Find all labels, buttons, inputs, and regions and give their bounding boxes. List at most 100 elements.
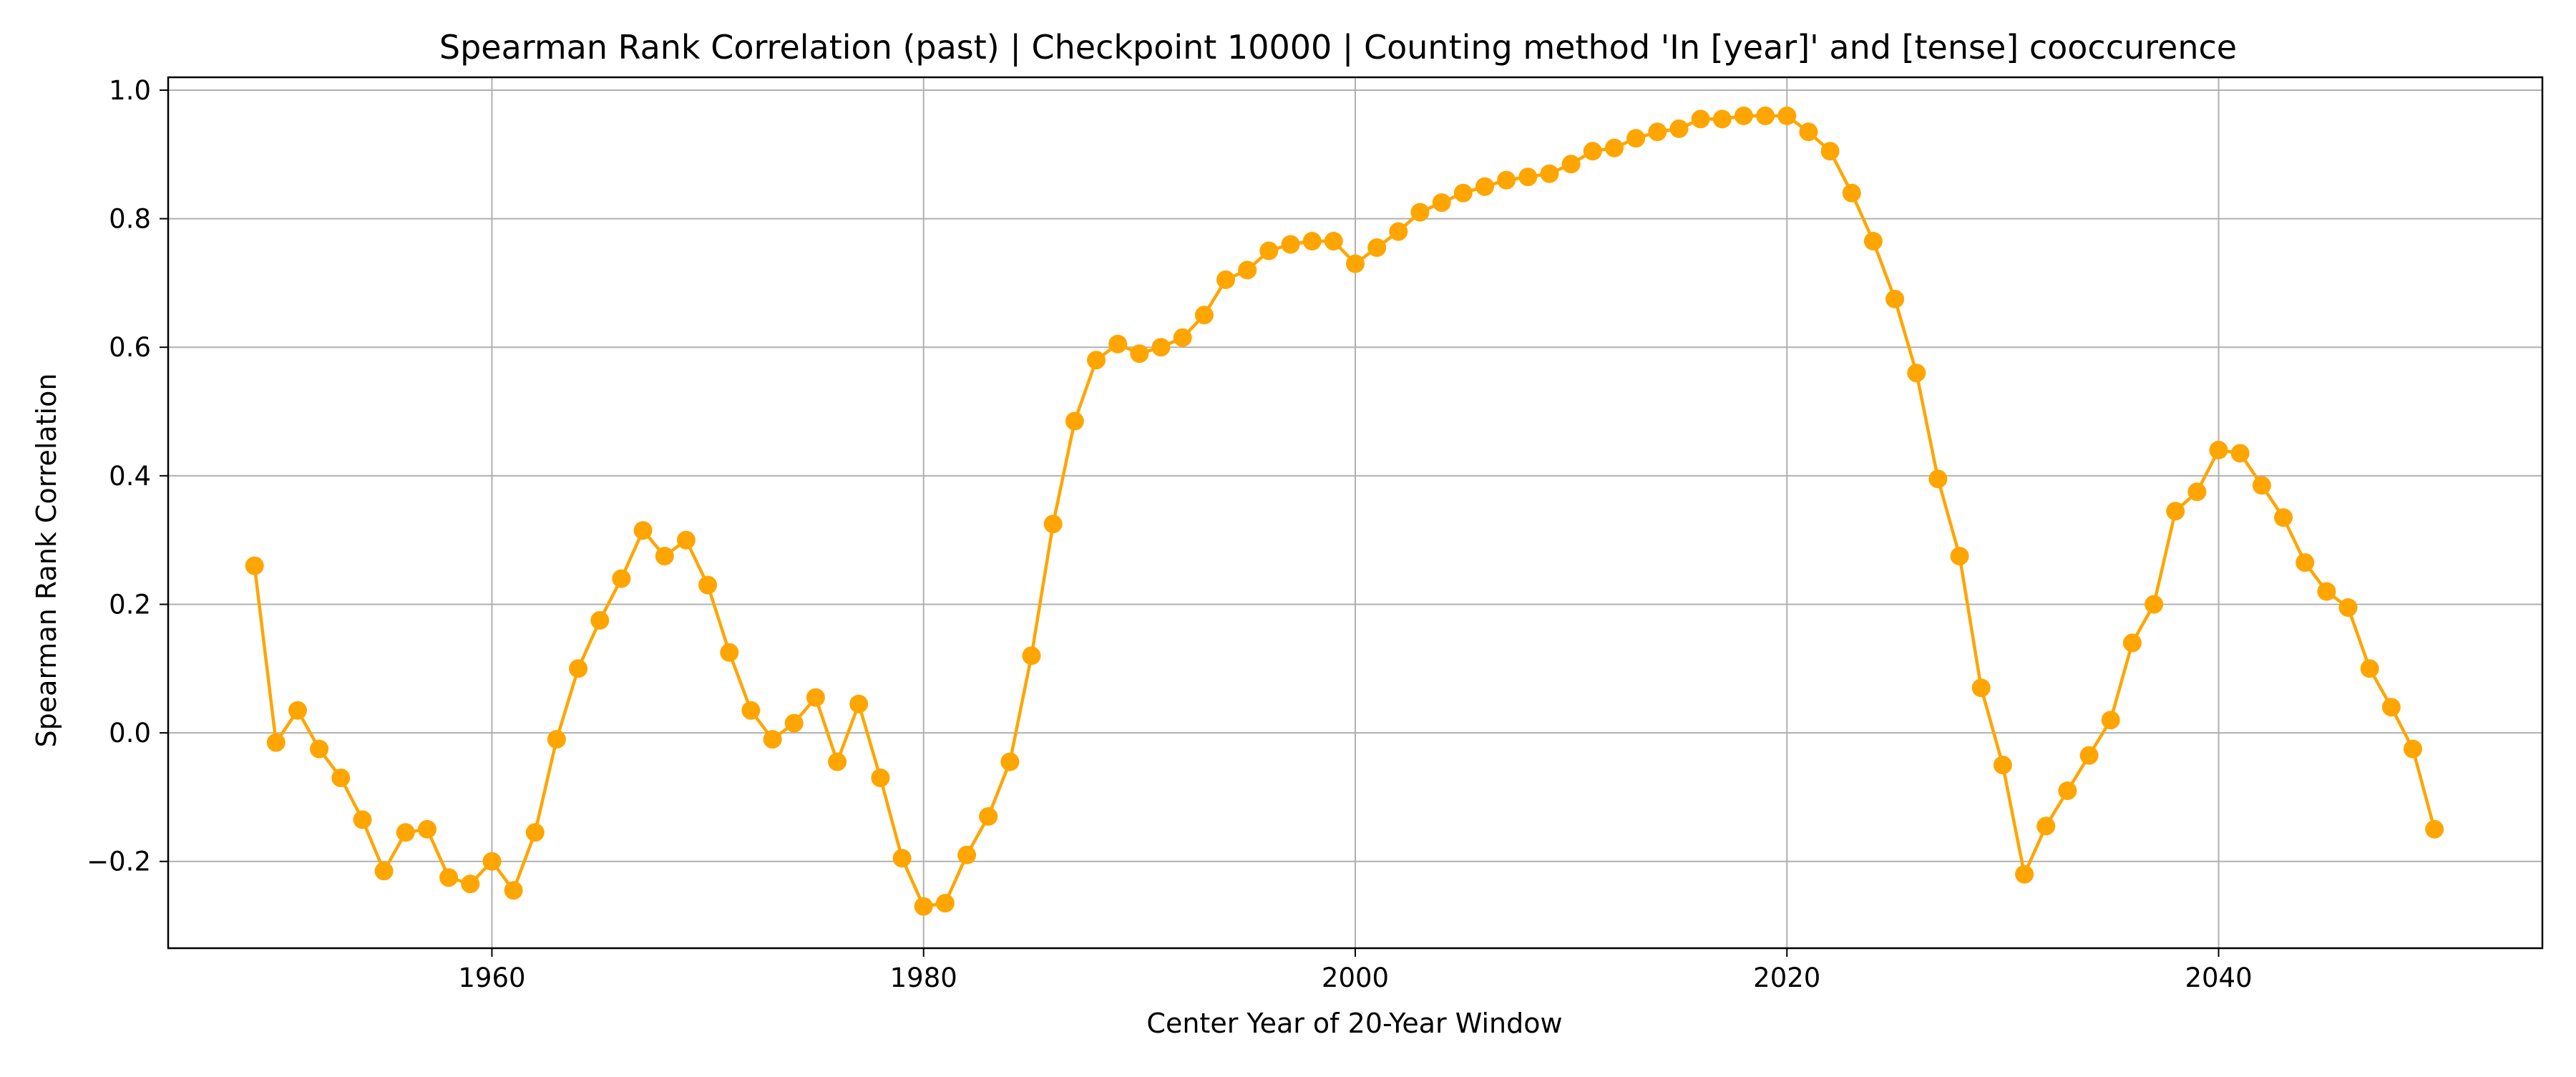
data-point (288, 701, 307, 720)
data-point (1669, 119, 1689, 138)
data-point (676, 530, 696, 550)
data-point (1626, 129, 1646, 148)
data-point (1691, 109, 1710, 129)
data-point (1173, 328, 1192, 347)
data-point (2166, 502, 2185, 521)
data-point (1907, 364, 1926, 383)
y-tick-label: 0.4 (109, 461, 151, 492)
x-tick-label: 1960 (458, 963, 525, 993)
data-point (2122, 633, 2142, 653)
data-point (590, 610, 610, 630)
data-point (1583, 142, 1602, 161)
data-point (1756, 106, 1775, 125)
data-point (784, 713, 804, 733)
data-point (1000, 752, 1020, 771)
x-tick-label: 2020 (1753, 963, 1820, 993)
data-point (892, 849, 912, 868)
y-tick-label: 0.2 (109, 589, 151, 620)
data-point (504, 881, 523, 900)
data-point (2058, 781, 2077, 800)
data-point (2360, 659, 2379, 678)
data-point (1820, 142, 1840, 161)
data-point (1734, 106, 1753, 125)
y-tick-label: 0.8 (109, 204, 151, 235)
data-point (418, 819, 436, 839)
data-point (2101, 711, 2120, 730)
data-point (1540, 164, 1559, 183)
data-point (396, 823, 415, 842)
data-point (612, 569, 631, 588)
y-tick-label: 0.0 (109, 718, 151, 749)
y-tick-label: 1.0 (109, 75, 151, 106)
grid-lines (168, 77, 2542, 948)
data-point (698, 575, 718, 595)
data-points (245, 106, 2444, 916)
data-point (2274, 508, 2293, 527)
x-axis-label: Center Year of 20-Year Window (1146, 1008, 1562, 1039)
data-point (1022, 646, 1041, 666)
chart-title: Spearman Rank Correlation (past) | Check… (439, 28, 2237, 67)
data-point (1410, 203, 1430, 222)
data-point (1497, 170, 1516, 190)
data-point (655, 547, 674, 566)
data-point (1367, 238, 1387, 257)
data-point (633, 521, 653, 540)
y-axis-label: Spearman Rank Correlation (31, 374, 62, 748)
data-point (2296, 553, 2315, 572)
data-point (1648, 122, 1667, 142)
data-point (245, 556, 264, 575)
x-axis-ticks: 1960 1980 2000 2020 2040 (458, 948, 2253, 993)
data-point (461, 874, 480, 894)
data-point (2036, 817, 2056, 836)
data-point (1281, 235, 1300, 254)
data-point (1842, 183, 1861, 203)
data-point (1993, 756, 2012, 774)
data-point (2338, 598, 2358, 617)
data-point (1777, 106, 1797, 125)
data-point (1130, 344, 1149, 364)
data-point (1259, 241, 1279, 260)
data-point (353, 810, 372, 829)
data-point (266, 733, 286, 752)
data-point (914, 897, 933, 916)
data-point (2230, 444, 2250, 463)
y-tick-label: 0.6 (109, 332, 151, 363)
data-point (1453, 183, 1473, 203)
data-point (806, 688, 825, 707)
data-point (1885, 289, 1905, 308)
data-point (1432, 193, 1451, 213)
data-point (1561, 155, 1581, 174)
x-tick-label: 1980 (890, 963, 957, 993)
data-point (2425, 819, 2444, 839)
data-point (1712, 109, 1732, 129)
data-point (1950, 547, 1969, 566)
data-point (1928, 469, 1948, 489)
data-point (1151, 338, 1171, 357)
data-point (569, 659, 588, 678)
y-axis-ticks: −0.2 0.0 0.2 0.4 0.6 0.8 1.0 (87, 75, 168, 877)
data-point (871, 769, 890, 787)
data-point (547, 730, 566, 749)
data-point (1389, 222, 1408, 241)
data-point (1475, 177, 1494, 196)
data-point (957, 845, 977, 864)
data-point (828, 752, 847, 771)
data-point (2187, 482, 2207, 502)
data-point (2015, 864, 2034, 884)
data-point (849, 694, 869, 713)
data-point (1108, 334, 1128, 354)
data-point (2145, 595, 2164, 614)
data-point (2079, 746, 2099, 765)
data-point (1346, 254, 1365, 273)
data-point (1194, 306, 1214, 325)
series-line (253, 114, 2436, 908)
data-point (741, 701, 761, 720)
data-point (1799, 122, 1818, 142)
data-point (2209, 440, 2228, 459)
data-point (1605, 138, 1624, 157)
data-point (1863, 232, 1883, 250)
data-point (1518, 167, 1538, 187)
y-tick-label: −0.2 (87, 847, 151, 877)
data-point (2317, 582, 2336, 601)
